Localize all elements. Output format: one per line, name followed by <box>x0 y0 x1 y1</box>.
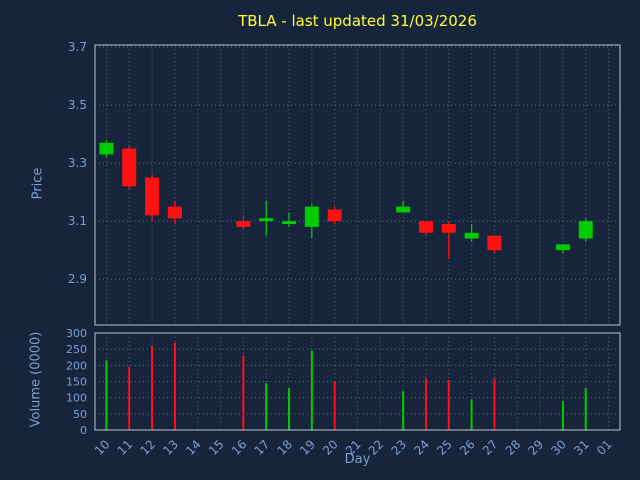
candle-body <box>145 177 160 216</box>
volume-tick-label: 0 <box>80 424 87 437</box>
candle-body <box>99 142 114 155</box>
price-tick-label: 3.5 <box>68 98 87 112</box>
candle-body <box>236 221 251 227</box>
price-tick-label: 3.7 <box>68 40 87 54</box>
candle-body <box>122 148 137 187</box>
volume-tick-label: 50 <box>73 408 87 421</box>
volume-panel-border <box>94 332 621 431</box>
candle-body <box>464 232 479 239</box>
candle-body <box>418 221 433 233</box>
candle-body <box>282 221 297 225</box>
candle-body <box>304 206 319 227</box>
candle-body <box>441 224 456 233</box>
volume-tick-label: 100 <box>66 392 87 405</box>
volume-tick-label: 300 <box>66 327 87 340</box>
price-tick-label: 2.9 <box>68 272 87 286</box>
candle-body <box>396 206 411 213</box>
candle-body <box>167 206 182 219</box>
candle-body <box>487 235 502 251</box>
chart-title: TBLA - last updated 31/03/2026 <box>238 12 477 30</box>
candle-body <box>578 221 593 239</box>
volume-axis-label: Volume (0000) <box>28 331 44 428</box>
candle-body <box>259 218 274 222</box>
volume-tick-label: 150 <box>66 376 87 389</box>
price-axis-label: Price <box>30 167 46 200</box>
price-tick-label: 3.1 <box>68 214 87 228</box>
price-panel-border <box>94 44 621 326</box>
volume-tick-label: 250 <box>66 343 87 356</box>
day-axis-label: Day <box>344 452 371 467</box>
volume-tick-label: 200 <box>66 359 87 372</box>
candle-body <box>327 209 342 222</box>
candle-body <box>555 244 570 251</box>
price-tick-label: 3.3 <box>68 156 87 170</box>
